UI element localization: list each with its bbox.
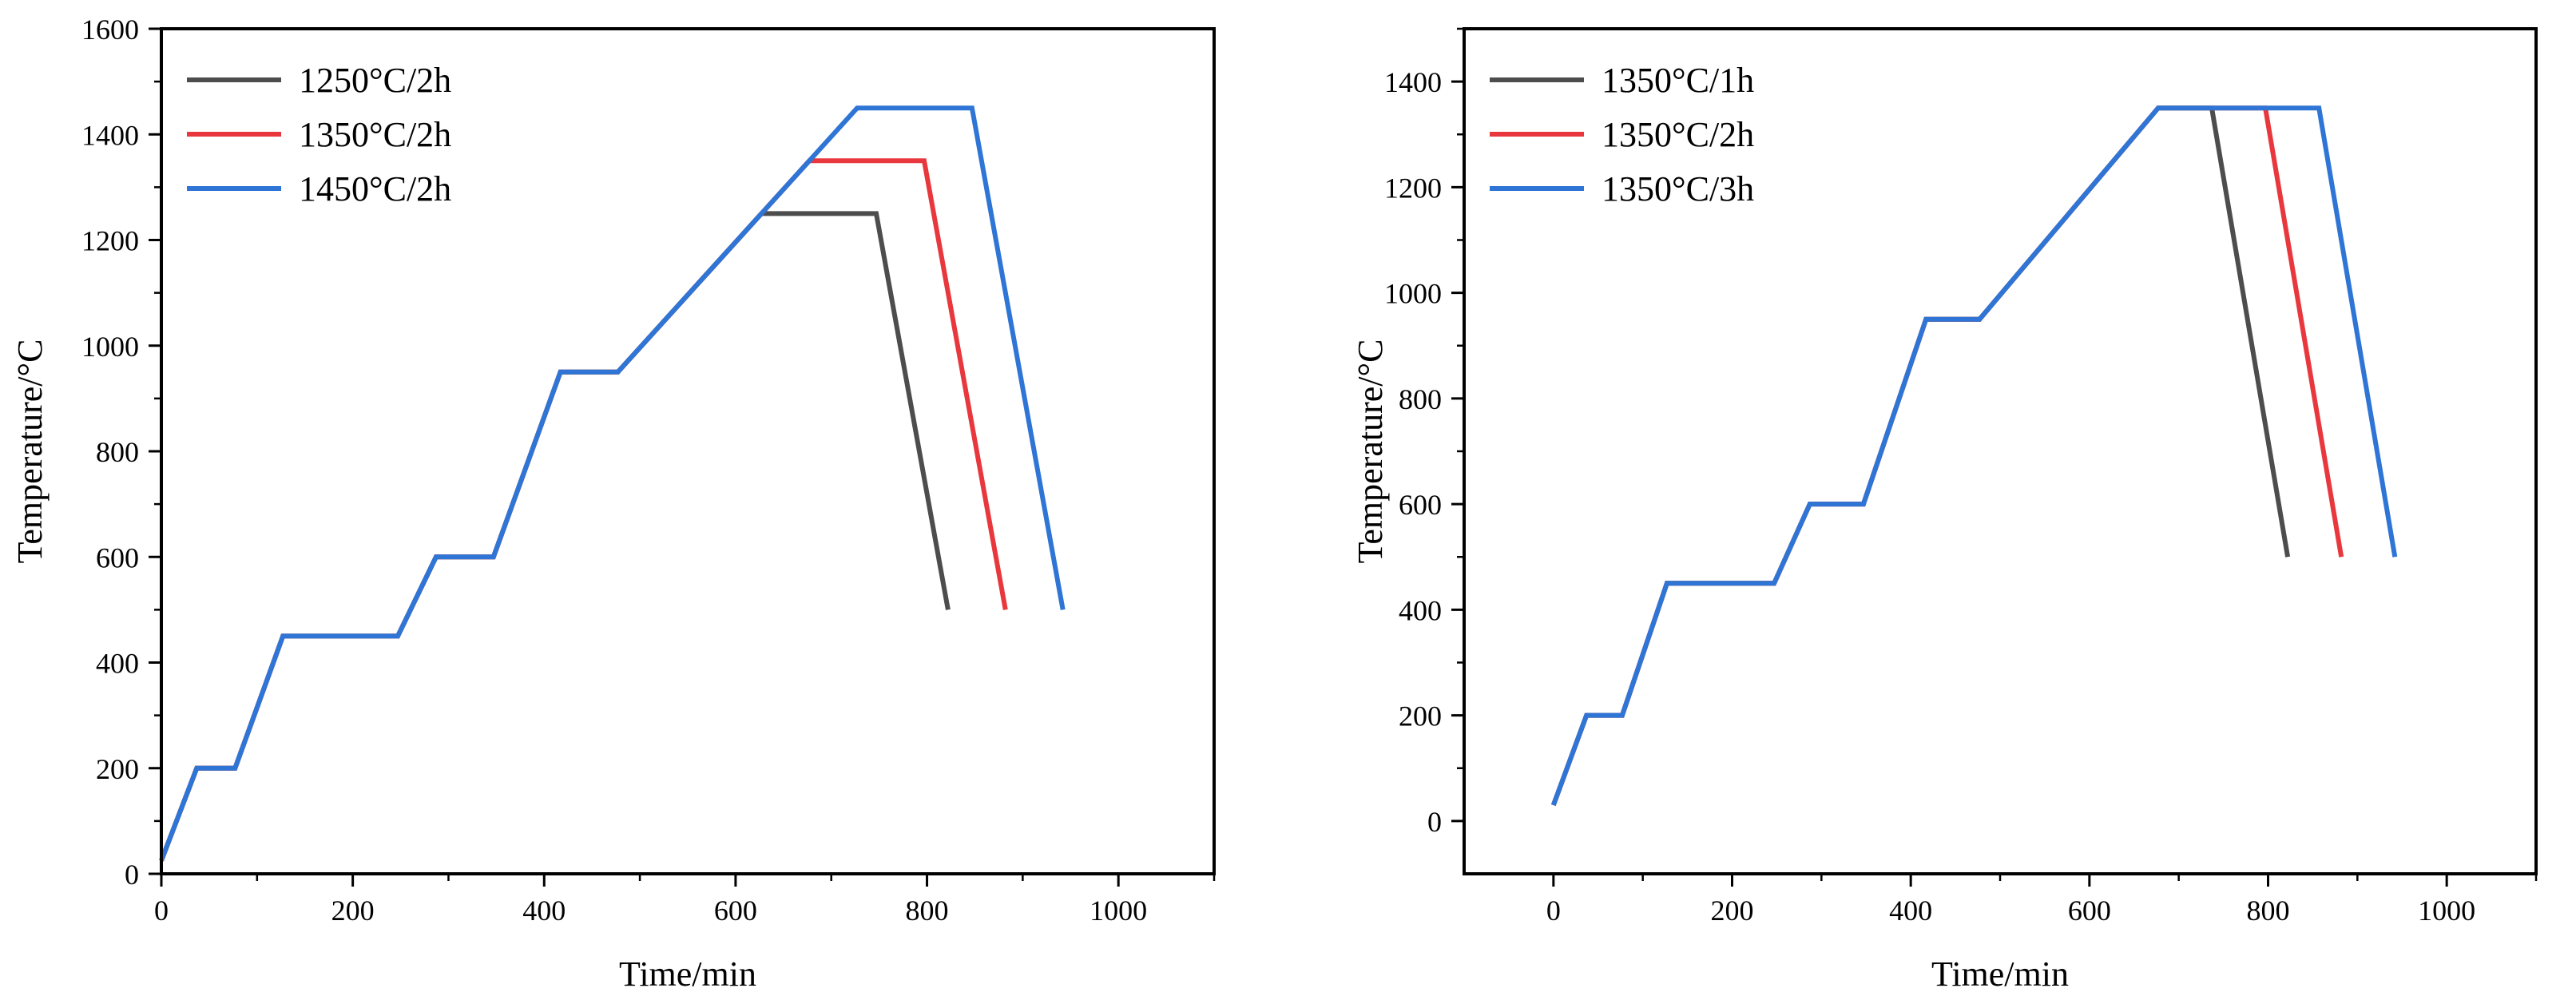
legend-label-1450c-2h: 1450°C/2h (299, 169, 451, 208)
y-tick-label: 1600 (81, 14, 139, 46)
x-tick-label: 800 (2247, 895, 2290, 927)
x-tick-label: 800 (906, 895, 949, 927)
y-tick-label: 800 (1399, 383, 1442, 415)
x-tick-label: 1000 (2418, 895, 2475, 927)
y-tick-label: 1400 (81, 119, 139, 151)
legend-label-1350c-1h: 1350°C/1h (1602, 61, 1754, 100)
series-line-1350c-2h (159, 158, 1008, 862)
y-axis-title: Temperature/°C (1351, 339, 1390, 564)
y-tick-label: 1200 (1384, 172, 1442, 204)
series-line-1350c-3h (1550, 105, 2398, 807)
y-axis-title: Temperature/°C (10, 339, 50, 564)
chart-panel-right: 0 200 400 600 800 1000 0 200 400 600 800 1000 1200 14… (1326, 0, 2576, 1008)
x-tick-label: 600 (2068, 895, 2111, 927)
chart-right: 0 200 400 600 800 1000 0 200 400 600 800 1000 1200 14… (1351, 27, 2538, 994)
x-tick-label: 0 (1546, 895, 1561, 927)
y-tick-label: 600 (1399, 489, 1442, 521)
y-tick-label: 600 (96, 542, 139, 573)
y-tick-label: 400 (1399, 594, 1442, 626)
y-tick-label: 1400 (1384, 66, 1442, 98)
y-tick-label: 1000 (81, 331, 139, 363)
legend-label-1350c-2h: 1350°C/2h (299, 115, 451, 154)
x-tick-label: 400 (1889, 895, 1932, 927)
y-tick-label: 200 (96, 753, 139, 785)
series-line-1350c-2h (1550, 105, 2344, 807)
legend-label-1350c-2h: 1350°C/2h (1602, 115, 1754, 154)
y-tick-label: 1200 (81, 225, 139, 257)
legend-label-1250c-2h: 1250°C/2h (299, 61, 451, 100)
series-line-1450c-2h (159, 105, 1066, 862)
x-tick-label: 1000 (1090, 895, 1147, 927)
plot-frame (160, 27, 1216, 875)
y-tick-label: 0 (1427, 806, 1442, 838)
chart-panel-left: 0 200 400 600 800 1000 0 200 400 600 800 1000 1200 14… (0, 0, 1254, 1008)
series-line-1350c-1h (1550, 105, 2291, 807)
x-tick-label: 400 (522, 895, 566, 927)
y-tick-label: 200 (1399, 700, 1442, 732)
y-tick-label: 0 (125, 859, 139, 891)
x-tick-label: 600 (714, 895, 757, 927)
x-tick-label: 200 (1711, 895, 1754, 927)
series-line-1250c-2h (159, 211, 951, 862)
chart-left: 0 200 400 600 800 1000 0 200 400 600 800 1000 1200 14… (10, 14, 1216, 994)
x-tick-label: 0 (154, 895, 169, 927)
x-axis-title: Time/min (619, 954, 756, 994)
y-tick-label: 800 (96, 436, 139, 468)
x-tick-label: 200 (331, 895, 375, 927)
y-tick-label: 1000 (1384, 278, 1442, 310)
x-axis-title: Time/min (1931, 954, 2069, 994)
y-tick-label: 400 (96, 648, 139, 680)
legend-label-1350c-3h: 1350°C/3h (1602, 169, 1754, 208)
